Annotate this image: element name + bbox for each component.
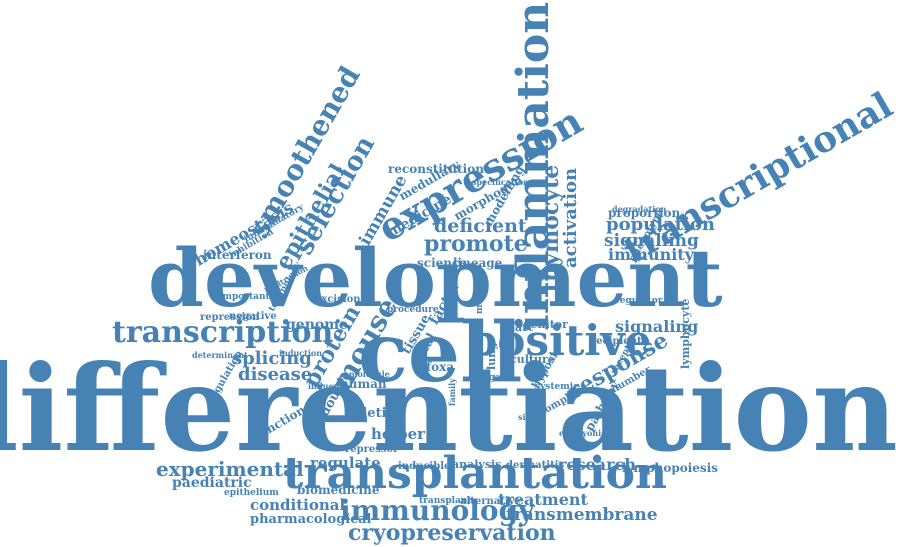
cloud-word: thymocyte <box>538 164 564 292</box>
cloud-word: cell <box>358 305 523 401</box>
cloud-word: treatment <box>498 490 588 509</box>
cloud-word: organ <box>478 373 508 383</box>
cloud-word: procedure <box>387 305 439 315</box>
cloud-word: reconstitution <box>388 162 484 176</box>
cloud-word: dermatitis <box>506 460 565 471</box>
cloud-word: repression <box>200 312 260 323</box>
cloud-word: genome <box>286 317 348 333</box>
cloud-word: conditional <box>250 496 346 514</box>
cloud-word: analysis <box>452 458 502 471</box>
cloud-word: activation <box>560 167 581 268</box>
cloud-word: deletion <box>345 406 405 421</box>
cloud-word: lineage <box>453 256 503 270</box>
cloud-word: systemic <box>535 382 579 392</box>
cloud-word: embryonic <box>559 428 607 438</box>
cloud-word: experimental <box>156 457 304 481</box>
cloud-word: signalling <box>604 231 699 251</box>
cloud-word: lymphocyte <box>679 298 692 369</box>
cloud-word: heart <box>500 321 533 334</box>
cloud-word: population <box>606 214 716 235</box>
cloud-word: repressor <box>345 444 399 455</box>
cloud-word: biomedicine <box>297 483 380 497</box>
cloud-word: transplantation <box>283 448 667 499</box>
cloud-word: model <box>475 283 485 314</box>
cloud-word: cryopreservation <box>348 520 556 546</box>
cloud-word: determinant <box>192 350 248 360</box>
cloud-word: epithelium <box>224 488 279 498</box>
cloud-word: development <box>148 231 723 325</box>
cloud-word: molecule <box>349 369 390 379</box>
cloud-word: paediatric <box>172 475 252 491</box>
cloud-word: lung <box>485 342 498 370</box>
cloud-word: splicing <box>232 348 312 369</box>
cloud-word: negative <box>229 311 277 322</box>
cloud-word: immunity <box>608 245 694 264</box>
cloud-word: recipient <box>591 336 642 347</box>
cloud-word: promote <box>424 231 528 257</box>
cloud-word: disease <box>238 364 313 385</box>
cloud-word: excision <box>315 294 361 305</box>
cloud-word: differentiation <box>0 339 898 478</box>
cloud-word: deficient <box>434 215 527 237</box>
cloud-word: lymphopoiesis <box>622 461 719 475</box>
cloud-word: transcription <box>112 315 334 350</box>
cloud-word: human <box>340 377 387 391</box>
cloud-word: helper <box>371 425 426 443</box>
cloud-word: signaling <box>615 317 699 336</box>
cloud-word: foxa <box>426 360 455 374</box>
cloud-word: research <box>558 455 636 474</box>
cloud-word: progenitor <box>502 318 568 331</box>
cloud-word: pharmacological <box>250 512 372 527</box>
cloud-word: regulator <box>615 296 663 306</box>
cloud-word: science <box>417 256 467 270</box>
cloud-word: proportion <box>608 206 681 220</box>
cloud-word: family <box>447 378 457 406</box>
cloud-word: transmembrane <box>506 505 658 525</box>
cloud-word: immunology <box>340 494 535 527</box>
cloud-word: transplant <box>419 496 472 506</box>
cloud-word: specification <box>472 177 529 187</box>
cloud-word: alternative <box>460 496 521 507</box>
cloud-word: induction <box>279 348 323 358</box>
cloud-word: degradation <box>612 204 667 214</box>
cloud-word: culture <box>510 353 555 366</box>
cloud-word: interferon <box>203 248 272 262</box>
cloud-word: important <box>219 292 270 302</box>
cloud-word: positive <box>468 316 652 365</box>
cloud-word: signal <box>518 412 546 422</box>
cloud-word: influence <box>308 381 350 391</box>
cloud-word: inducible <box>398 461 451 472</box>
cloud-word: regulate <box>310 454 381 472</box>
